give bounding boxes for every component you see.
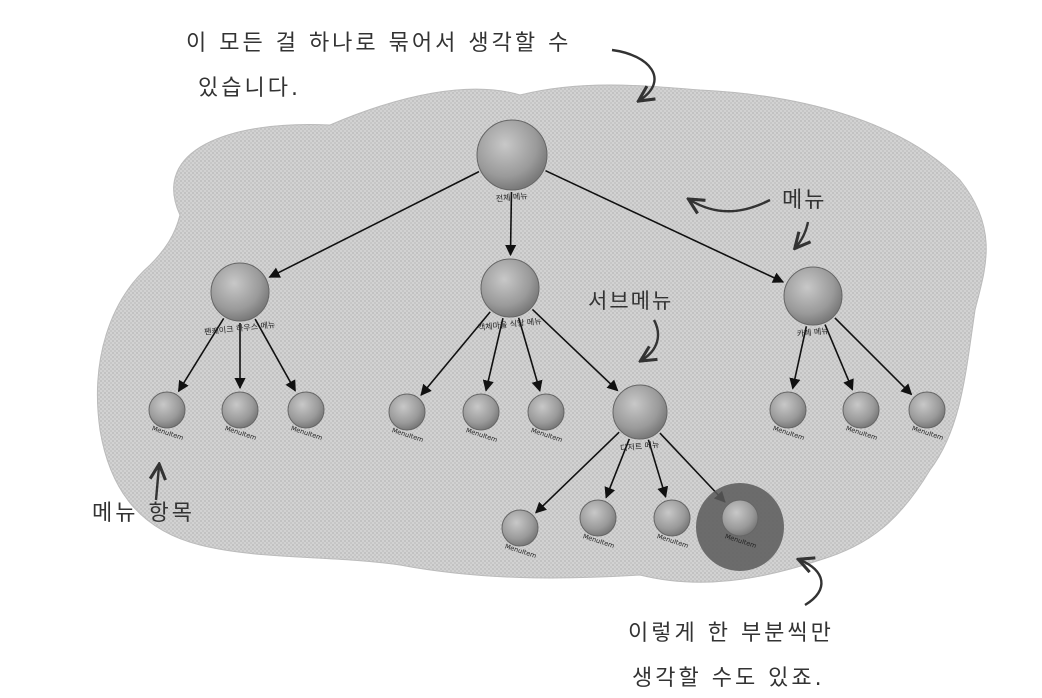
- node-menu-item: [842, 391, 880, 429]
- tree-edge: [789, 326, 808, 390]
- annotation-arrow-menu-item: [156, 466, 159, 501]
- tree-edge: [535, 431, 620, 514]
- annotation-arrow-menu-down: [796, 221, 808, 247]
- node-menu-item: [908, 391, 946, 429]
- tree-edge: [482, 318, 504, 392]
- tree-edge: [647, 439, 669, 499]
- tree-edge: [604, 438, 631, 499]
- node-root: [476, 119, 548, 191]
- node-submenu-dessert: [612, 384, 668, 440]
- tree-edge: [824, 324, 854, 391]
- annotation-top-line2: 있습니다.: [198, 76, 301, 101]
- tree-edges: [177, 169, 913, 514]
- node-menu-item: [721, 499, 759, 537]
- annotation-arrow-submenu: [642, 319, 660, 360]
- node-menu-item: [501, 509, 539, 547]
- tree-edge: [517, 317, 543, 392]
- node-menu-item: [388, 393, 426, 431]
- annotation-top-line1: 이 모든 걸 하나로 묶어서 생각할 수: [186, 31, 571, 56]
- annotation-menu: 메뉴: [782, 188, 826, 213]
- tree-edge: [268, 170, 480, 278]
- node-menu-cafe: [783, 266, 843, 326]
- node-menu-item: [769, 391, 807, 429]
- node-menu-item: [653, 499, 691, 537]
- tree-edge: [420, 311, 491, 396]
- annotation-bottom-line2: 생각할 수도 있죠.: [632, 666, 825, 691]
- annotation-arrow-bottom: [800, 560, 823, 607]
- composite-blob: [97, 84, 987, 583]
- annotation-menu-item: 메뉴 항목: [92, 501, 195, 526]
- node-menu-cafe-label: 카페 메뉴: [796, 325, 829, 338]
- node-menu-item: [148, 391, 186, 429]
- tree-edge: [545, 169, 785, 283]
- tree-edge: [834, 317, 913, 396]
- tree-edge: [659, 432, 726, 503]
- tree-edge: [177, 317, 225, 393]
- node-menu-item: [527, 393, 565, 431]
- annotation-submenu: 서브메뉴: [588, 289, 673, 313]
- node-root-label: 전체 메뉴: [495, 190, 528, 203]
- node-menu-item: [579, 499, 617, 537]
- node-menu-pancake: [210, 262, 270, 322]
- annotation-bottom-line1: 이렇게 한 부분씩만: [628, 621, 834, 646]
- node-menu-diner: [480, 258, 540, 318]
- tree-edge: [531, 308, 619, 392]
- tree-edge: [505, 191, 517, 257]
- annotation-arrow-top: [611, 48, 655, 100]
- node-menu-item: [462, 393, 500, 431]
- tree-edge: [254, 318, 296, 392]
- node-submenu-dessert-label: 디저트 메뉴: [620, 440, 660, 453]
- node-menu-item: [287, 391, 325, 429]
- annotation-arrow-menu-left: [690, 200, 771, 211]
- node-menu-item: [221, 391, 259, 429]
